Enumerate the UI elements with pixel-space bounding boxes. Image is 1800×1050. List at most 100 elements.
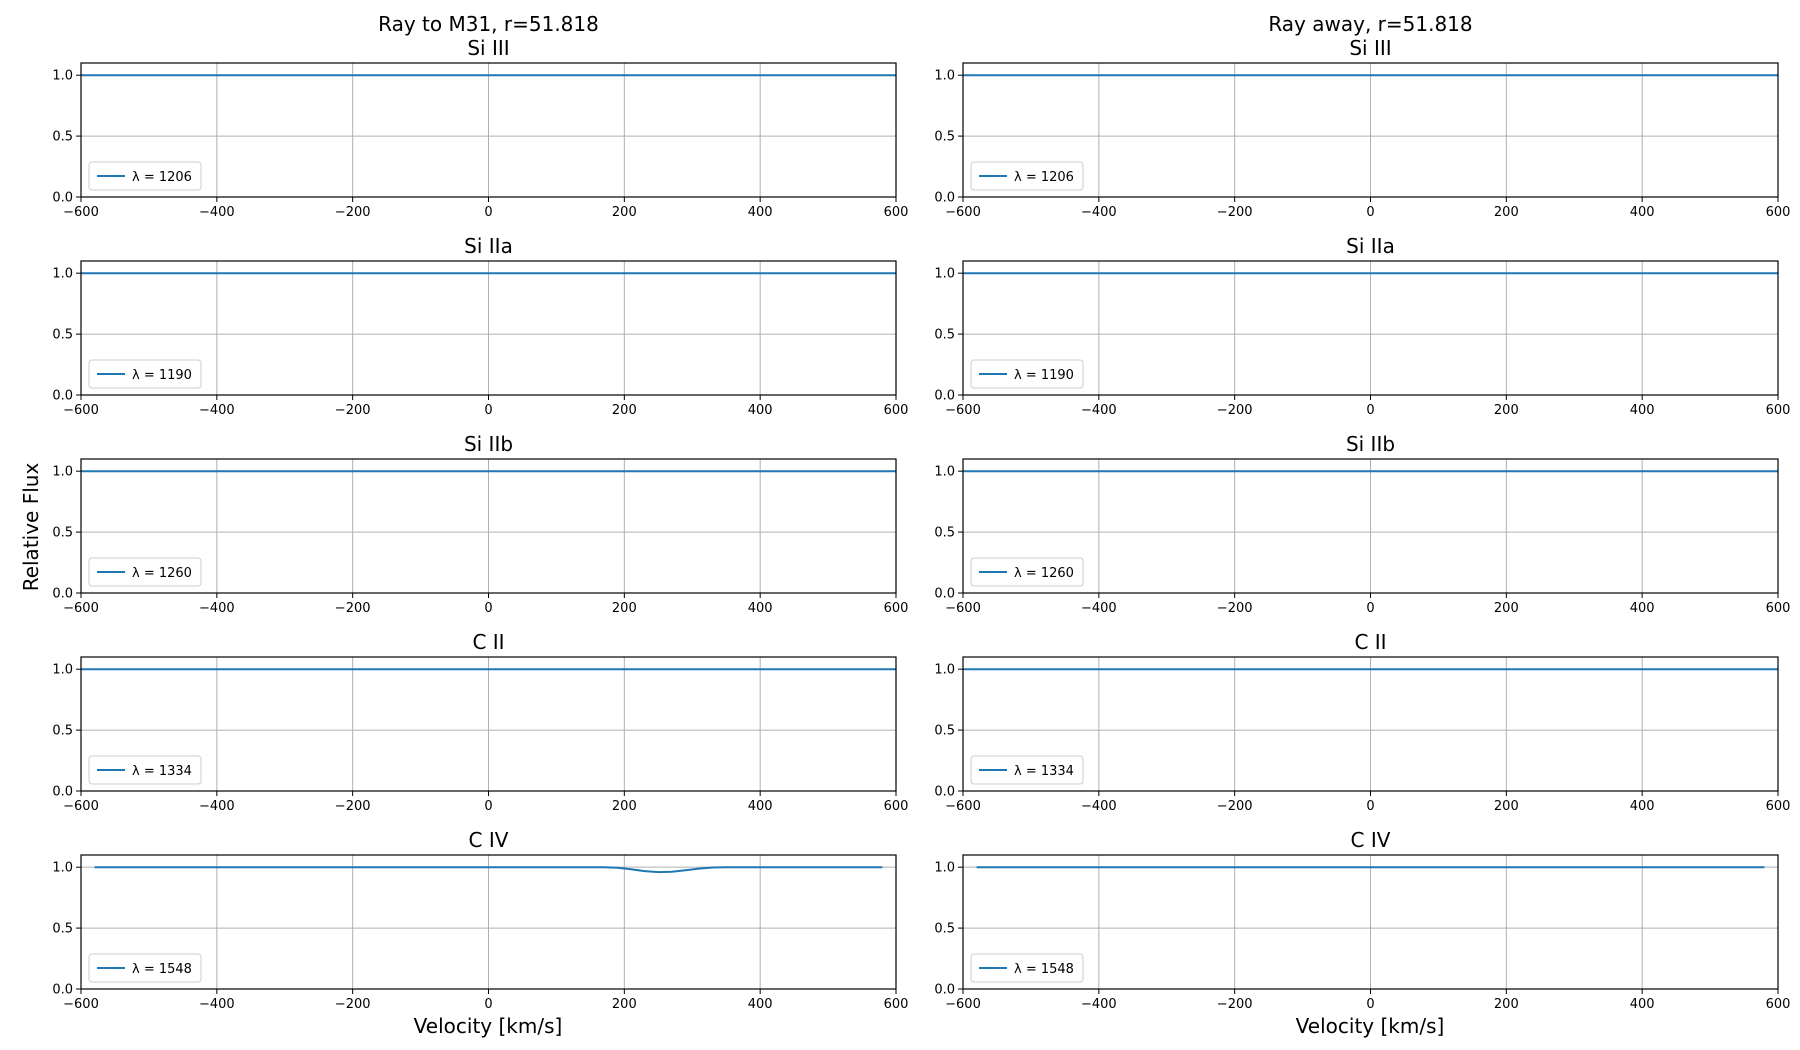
x-tick-label: −600 <box>63 403 99 418</box>
y-tick-label: 0.5 <box>52 922 73 937</box>
y-tick-label: 0.0 <box>934 389 955 404</box>
y-tick-label: 1.0 <box>52 465 73 480</box>
panel-title: Si IIa <box>1346 234 1395 258</box>
y-tick-label: 0.5 <box>52 724 73 739</box>
x-tick-label: −200 <box>335 403 371 418</box>
x-axis-label-right: Velocity [km/s] <box>1296 1014 1445 1038</box>
panel-2: Si IIb −600 −400 −200 0 200 400 600 0.0 0.5 1.0 λ =… <box>52 432 908 616</box>
x-tick-label: 200 <box>1494 205 1519 220</box>
x-tick-label: 200 <box>1494 403 1519 418</box>
column-title: Ray to M31, r=51.818 <box>378 12 599 36</box>
x-tick-label: 200 <box>612 205 637 220</box>
y-tick-label: 1.0 <box>934 861 955 876</box>
legend-box <box>88 359 202 389</box>
x-tick-label: −400 <box>199 799 235 814</box>
panel-3: C II −600 −400 −200 0 200 400 600 0.0 0.5 1.0 λ = 1… <box>52 630 908 814</box>
x-tick-label: −400 <box>1081 601 1117 616</box>
legend-label: λ = 1334 <box>1014 764 1074 779</box>
legend-box <box>970 755 1084 785</box>
legend-label: λ = 1206 <box>1014 170 1074 185</box>
x-tick-label: 0 <box>484 799 492 814</box>
y-tick-label: 0.0 <box>934 983 955 998</box>
x-tick-label: 200 <box>612 799 637 814</box>
x-tick-label: 200 <box>612 403 637 418</box>
legend-box <box>88 953 202 983</box>
x-tick-label: −600 <box>945 997 981 1012</box>
x-tick-label: −200 <box>1217 601 1253 616</box>
legend-box <box>970 161 1084 191</box>
x-tick-label: 400 <box>748 403 773 418</box>
x-tick-label: −600 <box>945 205 981 220</box>
y-tick-label: 0.5 <box>934 724 955 739</box>
x-tick-label: 0 <box>484 997 492 1012</box>
x-tick-label: −200 <box>1217 799 1253 814</box>
x-tick-label: 400 <box>1630 799 1655 814</box>
panel-title: C IV <box>1351 828 1391 852</box>
x-tick-label: 400 <box>1630 997 1655 1012</box>
legend-label: λ = 1260 <box>132 566 192 581</box>
panel-4: C IV −600 −400 −200 0 200 400 600 0.0 0.5 1.0 λ = 1… <box>52 828 908 1012</box>
y-tick-label: 1.0 <box>52 267 73 282</box>
panel-0: Si III −600 −400 −200 0 200 400 600 0.0 0.5 1.0 λ =… <box>52 36 908 220</box>
x-tick-label: 200 <box>1494 997 1519 1012</box>
legend-label: λ = 1206 <box>132 170 192 185</box>
series-line <box>94 866 883 874</box>
x-tick-label: 0 <box>1366 799 1374 814</box>
panel-title: Si IIa <box>464 234 513 258</box>
x-tick-label: −400 <box>199 403 235 418</box>
x-tick-label: 200 <box>612 601 637 616</box>
y-tick-label: 0.0 <box>934 587 955 602</box>
x-tick-label: 0 <box>484 601 492 616</box>
panel-title: Si III <box>467 36 509 60</box>
legend-box <box>970 359 1084 389</box>
x-tick-label: 400 <box>748 997 773 1012</box>
x-tick-label: 600 <box>884 205 909 220</box>
panel-title: C II <box>1354 630 1386 654</box>
x-tick-label: 0 <box>1366 403 1374 418</box>
x-tick-label: −600 <box>945 601 981 616</box>
y-tick-label: 1.0 <box>934 267 955 282</box>
y-tick-label: 0.5 <box>52 526 73 541</box>
x-tick-label: −600 <box>945 403 981 418</box>
panel-title: Si IIb <box>1346 432 1395 456</box>
x-tick-label: −200 <box>1217 997 1253 1012</box>
x-tick-label: −600 <box>945 799 981 814</box>
y-axis-label: Relative Flux <box>19 463 43 592</box>
x-tick-label: 600 <box>1766 997 1791 1012</box>
y-tick-label: 0.5 <box>52 328 73 343</box>
y-tick-label: 1.0 <box>934 663 955 678</box>
y-tick-label: 0.5 <box>934 328 955 343</box>
panel-2: Si IIb −600 −400 −200 0 200 400 600 0.0 0.5 1.0 λ =… <box>934 432 1790 616</box>
panel-title: C IV <box>469 828 509 852</box>
y-tick-label: 0.0 <box>52 587 73 602</box>
panel-1: Si IIa −600 −400 −200 0 200 400 600 0.0 0.5 1.0 λ =… <box>934 234 1790 418</box>
panel-3: C II −600 −400 −200 0 200 400 600 0.0 0.5 1.0 λ = 1… <box>934 630 1790 814</box>
legend-box <box>970 953 1084 983</box>
x-tick-label: 200 <box>1494 799 1519 814</box>
legend-label: λ = 1548 <box>132 962 192 977</box>
y-tick-label: 1.0 <box>934 69 955 84</box>
x-tick-label: −400 <box>1081 799 1117 814</box>
x-tick-label: 0 <box>1366 997 1374 1012</box>
y-tick-label: 0.5 <box>934 130 955 145</box>
legend-box <box>88 161 202 191</box>
legend-label: λ = 1334 <box>132 764 192 779</box>
panel-title: Si III <box>1349 36 1391 60</box>
legend-box <box>88 557 202 587</box>
legend-label: λ = 1190 <box>132 368 192 383</box>
column-title: Ray away, r=51.818 <box>1268 12 1472 36</box>
x-tick-label: 600 <box>884 799 909 814</box>
x-tick-label: −400 <box>1081 997 1117 1012</box>
panel-0: Si III −600 −400 −200 0 200 400 600 0.0 0.5 1.0 λ =… <box>934 36 1790 220</box>
y-tick-label: 0.0 <box>52 389 73 404</box>
panel-title: C II <box>472 630 504 654</box>
x-tick-label: −600 <box>63 997 99 1012</box>
x-tick-label: 200 <box>1494 601 1519 616</box>
x-tick-label: 0 <box>1366 205 1374 220</box>
x-tick-label: −200 <box>1217 205 1253 220</box>
y-tick-label: 0.0 <box>934 785 955 800</box>
x-tick-label: 400 <box>1630 601 1655 616</box>
